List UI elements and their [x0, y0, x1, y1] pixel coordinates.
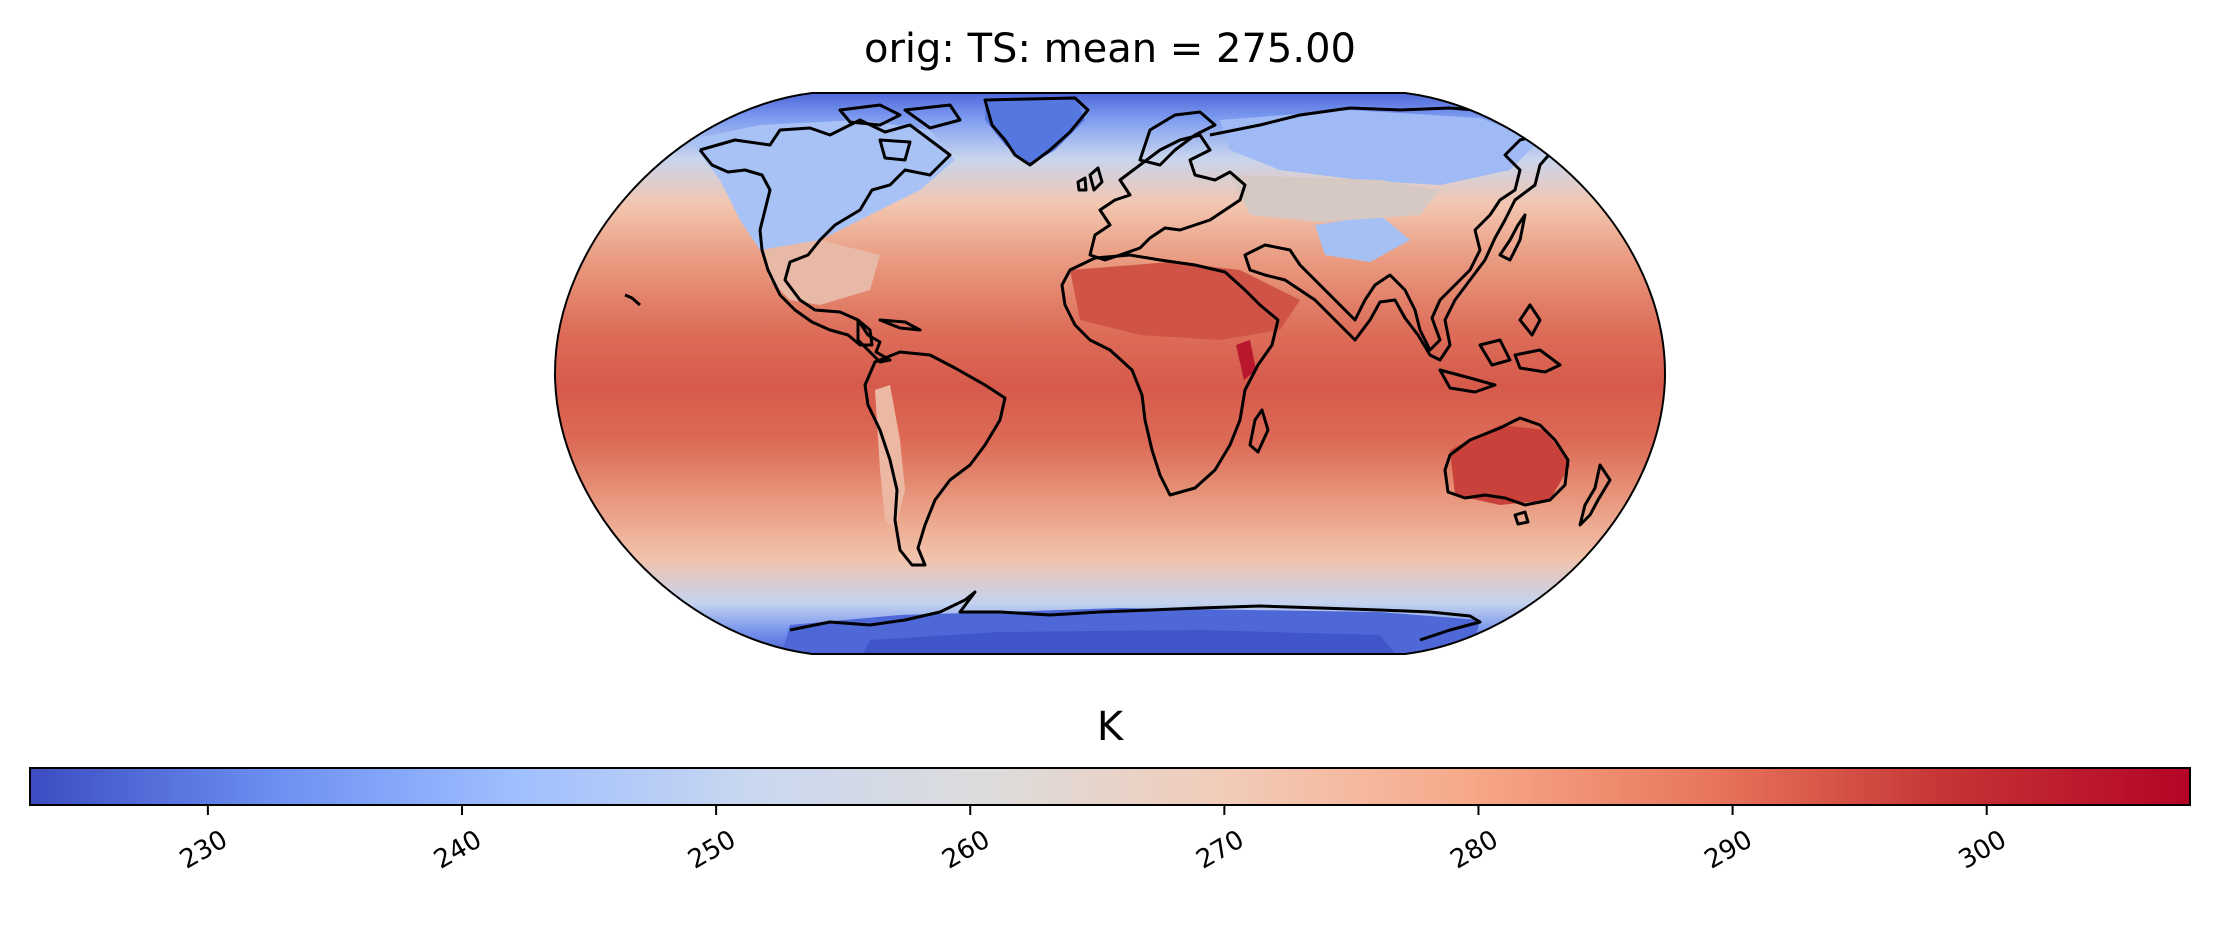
coastline-greenland: [983, 96, 1090, 167]
colorbar-gradient-bar: [29, 767, 2191, 806]
colorbar-tick-label: 270: [1191, 825, 1249, 876]
colorbar-tick-label: 300: [1954, 825, 2012, 876]
coastline-australia: [1443, 416, 1570, 507]
coastline-south-america: [863, 350, 1007, 567]
coastline-hawaii: [624, 293, 641, 307]
tibet-cold: [1315, 215, 1410, 262]
map-title: orig: TS: mean = 275.00: [864, 26, 1356, 72]
east-africa-hot: [1236, 340, 1256, 380]
colorbar: K 230 240 250 260 270 280 290 300: [29, 704, 2191, 875]
ocean-temperature-field: [555, 93, 1665, 654]
coastlines: [624, 96, 1612, 642]
colorbar-tick-label: 240: [429, 825, 487, 876]
coastline-africa: [1060, 253, 1280, 497]
coastline-scandinavia: [1138, 110, 1217, 167]
coastline-central-america: [856, 318, 922, 364]
map-boundary: [553, 92, 1667, 655]
coastline-tasmania: [1513, 510, 1530, 526]
colorbar-tick-label: 250: [683, 825, 741, 876]
north-america-cool: [690, 120, 955, 260]
colorbar-label: K: [1097, 704, 1125, 750]
asia-mid: [1230, 175, 1440, 222]
coastline-indonesia: [1438, 303, 1562, 394]
coastline-arctic-islands: [838, 103, 962, 162]
siberia-cold: [1220, 110, 1540, 185]
map-axes: [553, 92, 1667, 655]
colorbar-ticks: 230 240 250 260 270 280 290 300: [175, 805, 2012, 875]
coastline-madagascar: [1248, 408, 1270, 454]
temperature-field: [555, 93, 1665, 654]
coastline-british-isles: [1076, 166, 1104, 192]
antarctica-core: [860, 630, 1400, 654]
colorbar-tick-label: 290: [1700, 825, 1758, 876]
australia-hot: [1450, 425, 1570, 505]
colorbar-tick-label: 260: [937, 825, 995, 876]
coastline-new-zealand: [1578, 463, 1612, 527]
colorbar-tick-label: 280: [1445, 825, 1503, 876]
coastline-japan: [1498, 213, 1527, 262]
colorbar-tick-label: 230: [175, 825, 233, 876]
sahara-hot: [1070, 262, 1300, 340]
coastline-north-america: [698, 118, 952, 347]
coastline-antarctica: [789, 590, 1482, 642]
coastline-europe: [1088, 133, 1247, 262]
